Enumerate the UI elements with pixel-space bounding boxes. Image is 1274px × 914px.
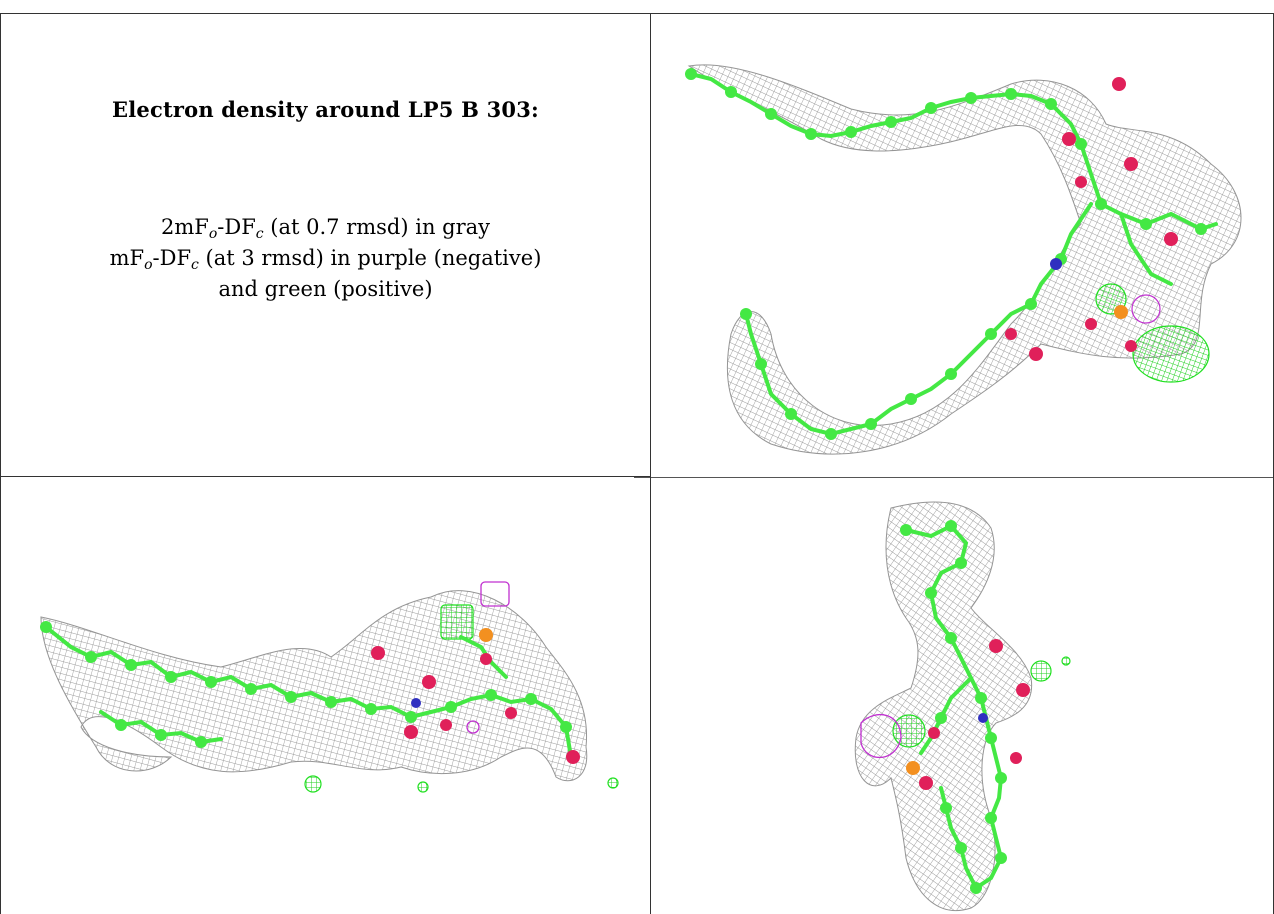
center-border [650, 13, 651, 914]
carbon-atoms [685, 68, 1207, 440]
density-view-top [651, 14, 1273, 476]
negative-density [1131, 294, 1161, 324]
mesh-envelope-2 [40, 590, 588, 782]
middle-border-left [0, 476, 650, 477]
density-image-top [685, 64, 1242, 455]
phosphorus-atom [1114, 305, 1128, 319]
oxygen-atoms-2 [371, 646, 580, 764]
positive-density-2 [304, 604, 619, 793]
density-view-bottom-left [1, 477, 650, 914]
nitrogen-atom [1050, 258, 1062, 270]
phosphorus-atom-3 [906, 761, 920, 775]
nitrogen-atom-3 [978, 713, 988, 723]
mesh-envelope-3 [854, 501, 1033, 912]
caption-line-positive: and green (positive) [218, 277, 433, 301]
carbon-atoms-3 [900, 520, 1007, 894]
legend-cell: Electron density around LP5 B 303: 2mFo-… [1, 14, 650, 476]
middle-border-right [634, 477, 1274, 478]
caption-line-gray: 2mFo-DFc (at 0.7 rmsd) in gray [160, 215, 491, 242]
oxygen-atoms [1005, 77, 1178, 361]
oxygen-atoms-3 [919, 639, 1030, 790]
phosphorus-atom-2 [479, 628, 493, 642]
negative-density-2 [466, 581, 510, 734]
carbon-atoms-2 [40, 621, 572, 748]
top-border [0, 13, 1274, 14]
left-border [0, 13, 1, 914]
density-view-bottom-right [651, 478, 1273, 914]
density-image-bottom-right [854, 501, 1071, 912]
figure-title: Electron density around LP5 B 303: [112, 97, 539, 122]
mesh-envelope [687, 64, 1242, 455]
density-image-bottom-left [40, 581, 619, 793]
figure-caption: 2mFo-DFc (at 0.7 rmsd) in gray mFo-DFc (… [1, 212, 650, 305]
figure-grid: Electron density around LP5 B 303: 2mFo-… [0, 13, 1274, 914]
negative-density-3 [860, 714, 902, 759]
caption-line-purple-green: mFo-DFc (at 3 rmsd) in purple (negative) [109, 246, 542, 273]
nitrogen-atom-2 [411, 698, 421, 708]
